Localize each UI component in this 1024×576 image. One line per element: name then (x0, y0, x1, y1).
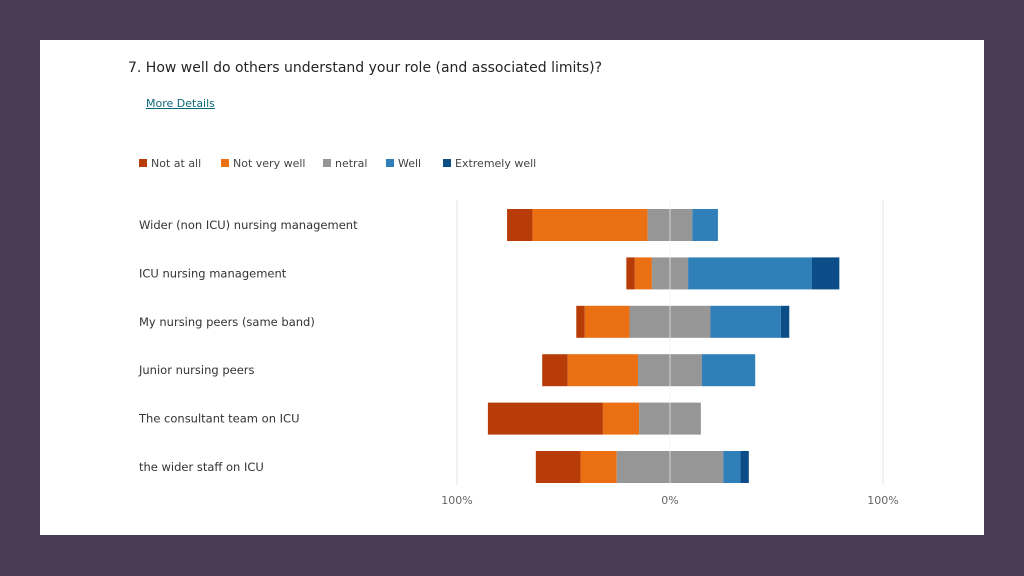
bar-row3-series3 (701, 354, 756, 387)
bar-row2-series4 (780, 305, 790, 338)
bar-row5-series3 (723, 451, 741, 483)
chart-legend: Not at all Not very well netral Well Extreme… (139, 157, 536, 170)
legend-swatch-2 (323, 159, 331, 167)
bar-row0-series1 (532, 209, 648, 241)
category-label-0: Wider (non ICU) nursing management (139, 218, 358, 232)
legend-swatch-0 (139, 159, 147, 167)
tick-label-0: 100% (441, 494, 472, 507)
bar-row3-series1 (567, 354, 639, 387)
bar-row5-series0 (535, 451, 581, 483)
category-label-5: the wider staff on ICU (139, 460, 264, 474)
legend-label-0: Not at all (151, 157, 201, 170)
likert-chart: Not at all Not very well netral Well Extreme… (138, 157, 899, 507)
bar-row2-series1 (584, 305, 630, 338)
bar-row1-series4 (811, 257, 840, 290)
question-card: 7. How well do others understand your ro… (40, 40, 984, 535)
legend-label-4: Extremely well (455, 157, 536, 170)
bar-row0-series3 (692, 209, 718, 241)
chart-category-labels: Wider (non ICU) nursing management ICU nu… (138, 218, 358, 474)
bar-row0-series0 (507, 209, 533, 241)
legend-swatch-4 (443, 159, 451, 167)
bar-row2-series0 (576, 305, 585, 338)
tick-label-1: 0% (661, 494, 678, 507)
category-label-2: My nursing peers (same band) (139, 315, 315, 329)
bar-row2-series3 (710, 305, 781, 338)
legend-label-1: Not very well (233, 157, 305, 170)
legend-swatch-3 (386, 159, 394, 167)
bar-row1-series3 (688, 257, 812, 290)
bar-row5-series4 (740, 451, 749, 483)
bar-row1-series1 (634, 257, 652, 290)
bar-row4-series0 (487, 402, 603, 435)
category-label-4: The consultant team on ICU (138, 412, 299, 426)
bar-row1-series0 (626, 257, 635, 290)
bar-row4-series1 (602, 402, 640, 435)
chart-bars (487, 200, 840, 485)
tick-label-2: 100% (867, 494, 898, 507)
category-label-1: ICU nursing management (139, 266, 287, 280)
bar-row5-series1 (580, 451, 617, 483)
more-details-link[interactable]: More Details (146, 97, 215, 110)
bar-row3-series0 (542, 354, 568, 387)
category-label-3: Junior nursing peers (138, 363, 255, 377)
legend-label-3: Well (398, 157, 421, 170)
question-title: 7. How well do others understand your ro… (128, 60, 603, 76)
chart-axis-ticks: 100% 0% 100% (441, 494, 898, 507)
legend-label-2: netral (335, 157, 367, 170)
legend-swatch-1 (221, 159, 229, 167)
